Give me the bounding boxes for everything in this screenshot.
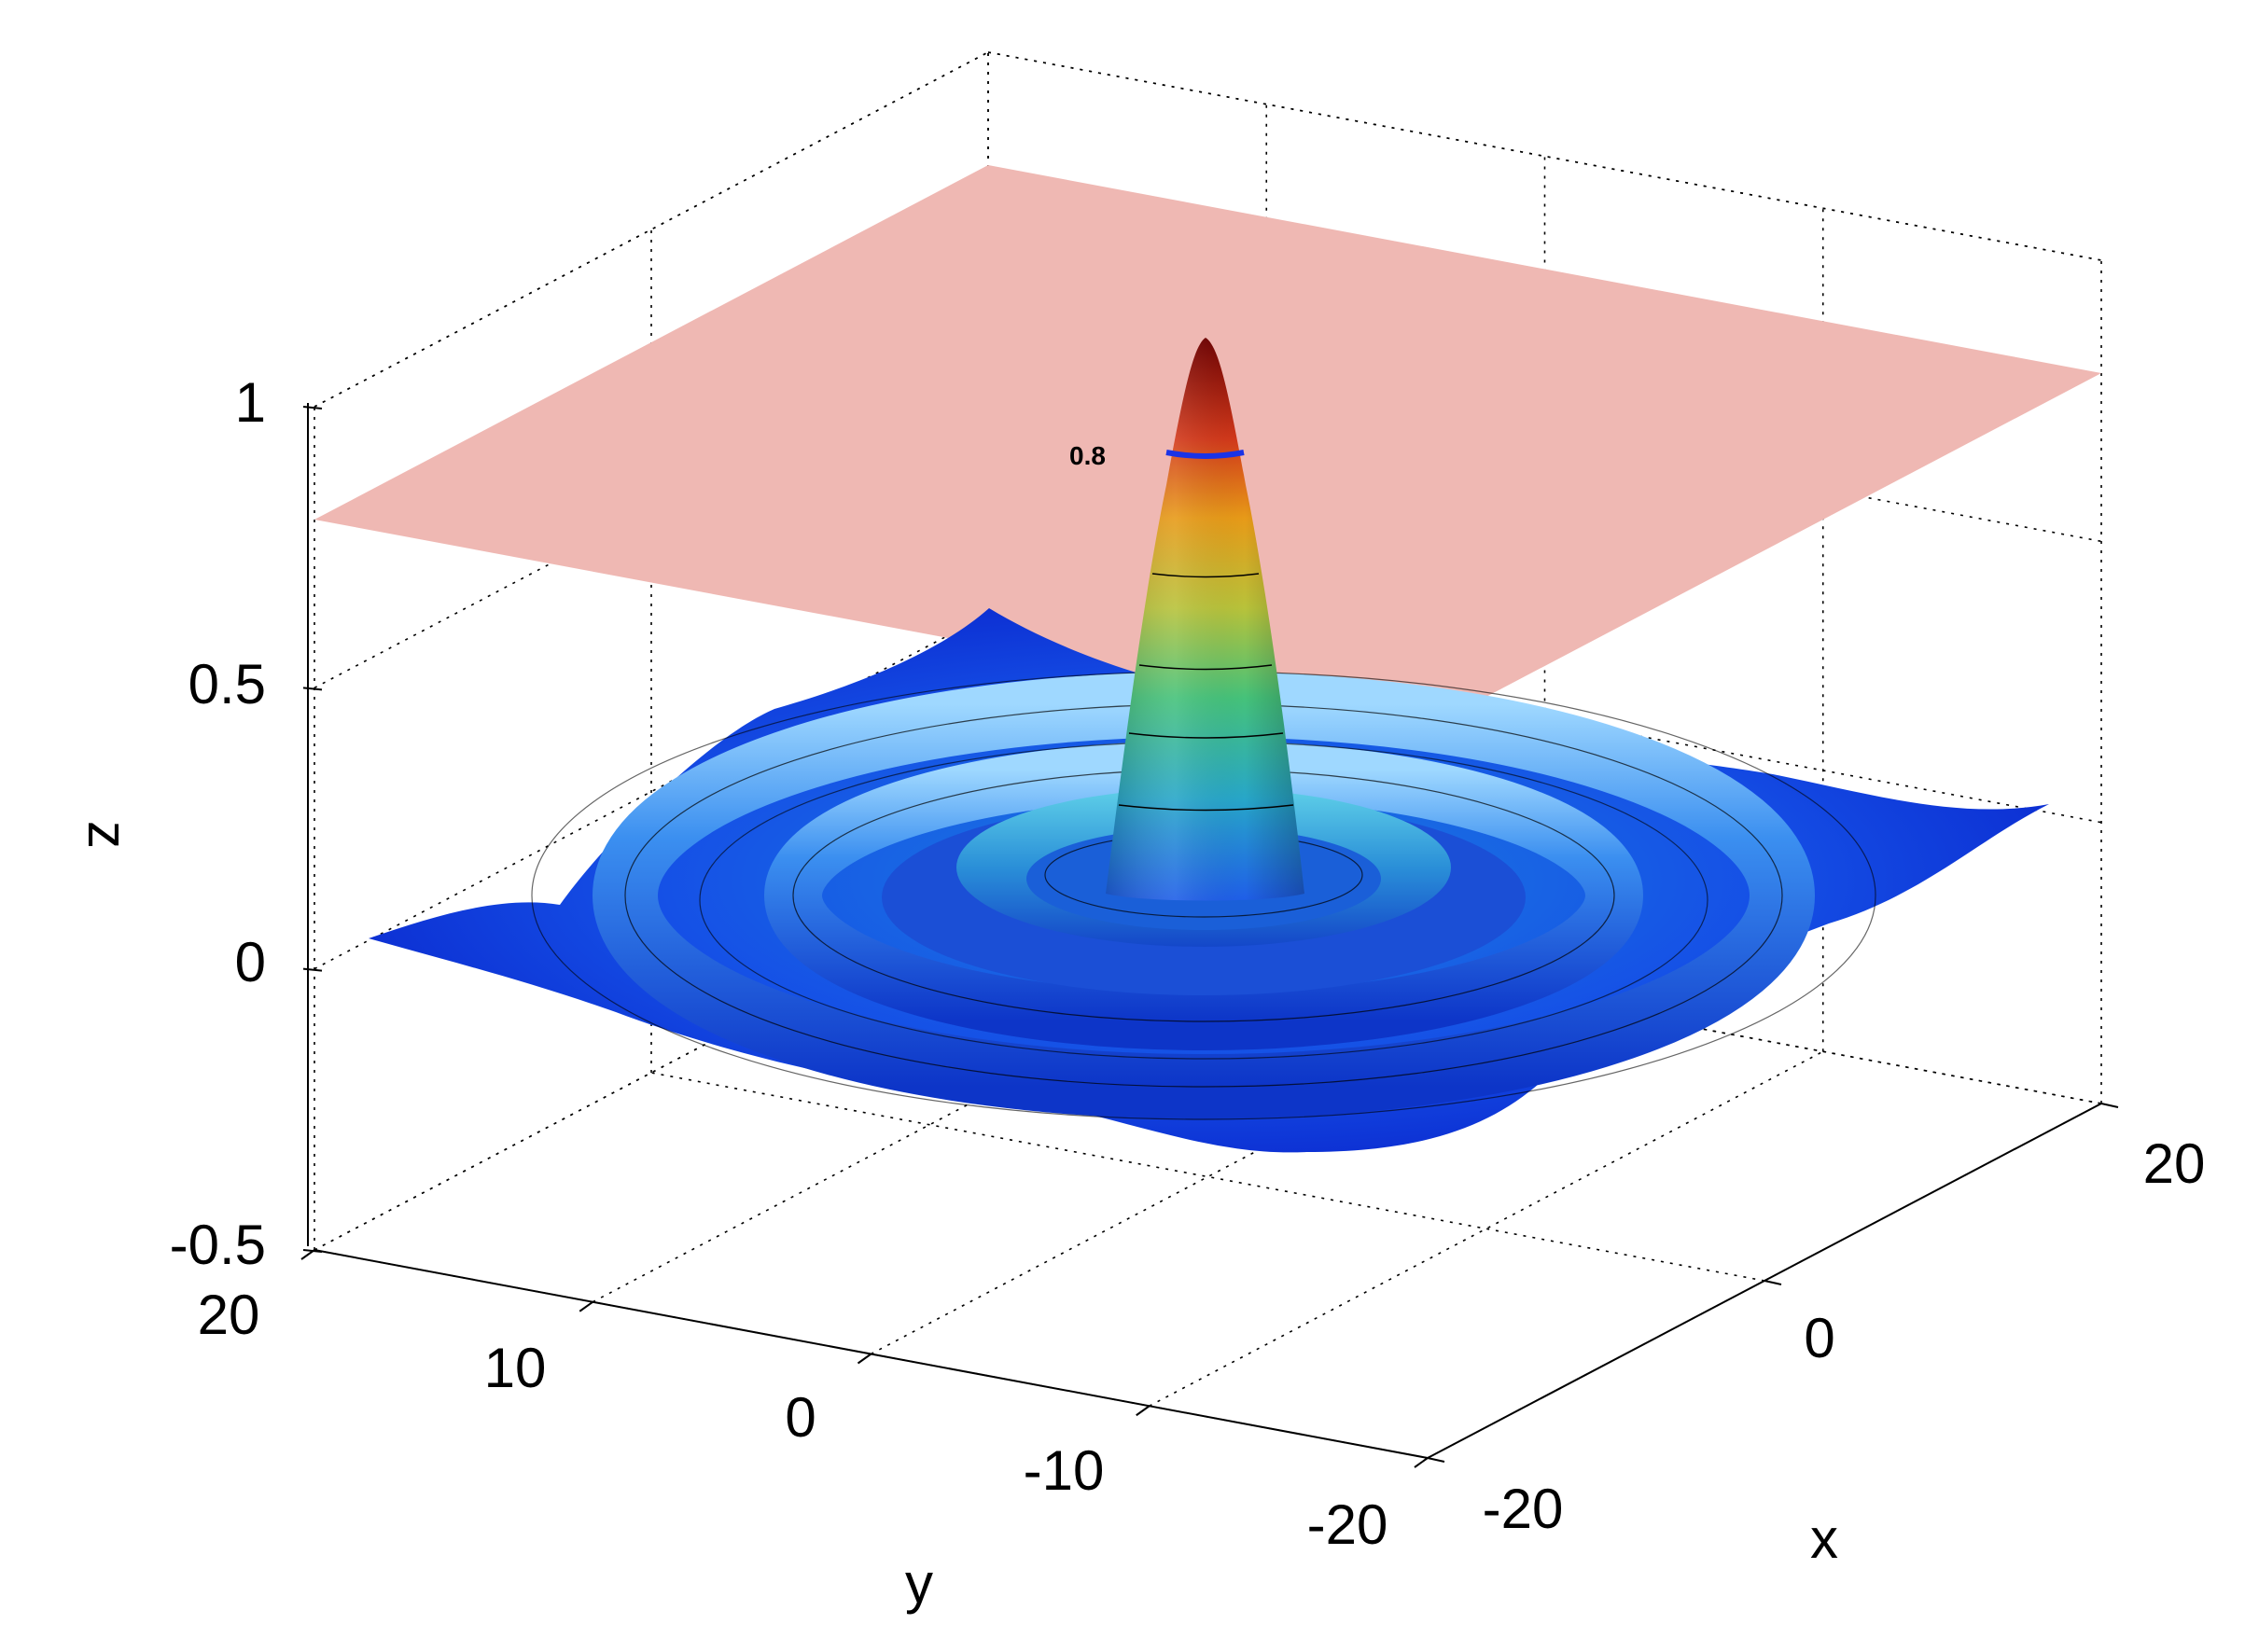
x-tick xyxy=(1764,1280,1782,1285)
z-axis-ticks xyxy=(302,406,323,1253)
y-tick xyxy=(1136,1405,1150,1417)
contour-line-0-8 xyxy=(1165,450,1245,459)
y-tick-label: -10 xyxy=(1024,1439,1105,1502)
y-tick-label: 10 xyxy=(484,1337,547,1399)
y-tick xyxy=(857,1353,872,1365)
y-tick xyxy=(300,1249,315,1260)
z-tick-label: 0.5 xyxy=(188,653,266,715)
z-tick xyxy=(302,967,323,972)
y-tick-label: 20 xyxy=(198,1284,260,1346)
x-tick-labels: -20 0 20 xyxy=(1483,1132,2206,1540)
x-tick xyxy=(2100,1103,2119,1108)
y-axis-label: y xyxy=(905,1552,933,1615)
x-tick-label: 20 xyxy=(2143,1132,2206,1195)
z-axis-label: z xyxy=(77,821,139,849)
z-tick xyxy=(302,687,323,691)
x-tick-label: -20 xyxy=(1483,1478,1564,1540)
grid-line-x xyxy=(650,1072,1765,1282)
contour-label: 0.8 xyxy=(1069,441,1106,470)
y-tick-label: 0 xyxy=(785,1386,816,1449)
sinc-surface xyxy=(369,338,2049,1153)
z-tick-label: 1 xyxy=(235,371,266,434)
y-tick-labels: 20 10 0 -10 -20 xyxy=(198,1284,1388,1556)
y-tick xyxy=(1414,1457,1429,1468)
x-tick-label: 0 xyxy=(1804,1307,1834,1369)
z-tick-label: 0 xyxy=(235,931,266,993)
x-tick xyxy=(1427,1457,1445,1463)
z-tick-labels: 1 0.5 0 -0.5 xyxy=(170,371,266,1276)
x-axis-label: x xyxy=(1810,1507,1838,1570)
box-edge xyxy=(987,51,2102,261)
z-tick-label: -0.5 xyxy=(170,1214,266,1276)
z-tick xyxy=(302,406,323,410)
y-tick xyxy=(579,1300,593,1312)
x-axis-ticks xyxy=(1427,1103,2119,1463)
y-axis-ticks xyxy=(300,1249,1429,1468)
y-tick-label: -20 xyxy=(1307,1493,1388,1556)
